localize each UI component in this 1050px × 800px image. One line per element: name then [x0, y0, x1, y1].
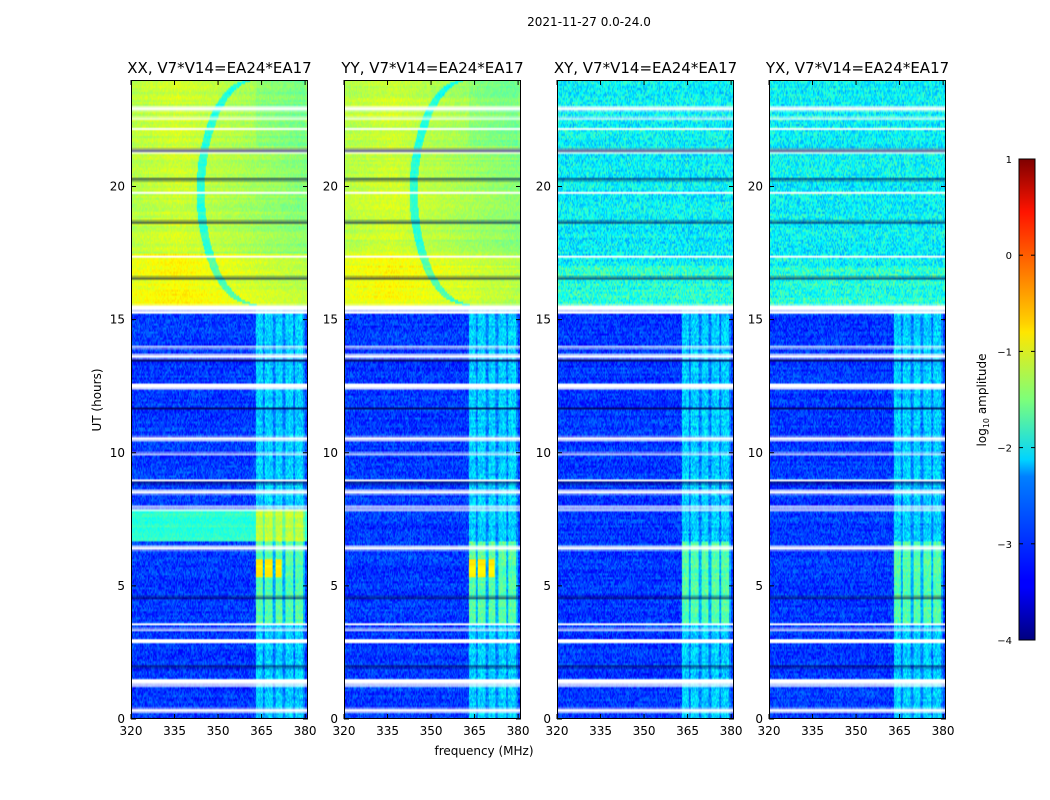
- y-tick-label: 0: [330, 712, 338, 726]
- heatmap-image-yy: [344, 80, 521, 719]
- x-tick-label: 365: [250, 724, 273, 738]
- colorbar-tick-label: −2: [997, 444, 1012, 455]
- x-tick-label: 380: [294, 724, 317, 738]
- panel-xx: XX, V7*V14=EA24*EA17 320 335 350 365 380 0 5 10 1…: [110, 59, 317, 738]
- x-tick-label: 350: [633, 724, 656, 738]
- panel-title: XY, V7*V14=EA24*EA17: [554, 59, 737, 77]
- plot-frame: [557, 80, 734, 719]
- colorbar-tick-label: −1: [997, 347, 1012, 358]
- heatmap-image-xy: [557, 80, 734, 719]
- panels: XX, V7*V14=EA24*EA17 320 335 350 365 380 0 5 10 1…: [110, 59, 955, 738]
- y-tick-label: 10: [110, 446, 125, 460]
- y-tick-label: 20: [748, 180, 763, 194]
- panel-title: XX, V7*V14=EA24*EA17: [127, 59, 311, 77]
- x-tick-label: 380: [507, 724, 530, 738]
- colorbar-tick-label: −4: [997, 636, 1012, 647]
- y-axis-label: UT (hours): [90, 368, 104, 431]
- x-tick-label: 365: [463, 724, 486, 738]
- y-tick-label: 10: [323, 446, 338, 460]
- x-tick-label: 335: [376, 724, 399, 738]
- x-tick-label: 365: [676, 724, 699, 738]
- y-tick-label: 0: [117, 712, 125, 726]
- figure-suptitle: 2021-11-27 0.0-24.0: [527, 15, 651, 29]
- y-tick-label: 20: [110, 180, 125, 194]
- y-tick-label: 15: [323, 313, 338, 327]
- y-tick-label: 15: [748, 313, 763, 327]
- colorbar-label: log10 amplitude: [975, 354, 991, 447]
- panel-yy: YY, V7*V14=EA24*EA17 320 335 350 365 380 0 5 10 1…: [323, 59, 530, 738]
- plot-frame: [769, 80, 946, 719]
- y-tick-label: 20: [536, 180, 551, 194]
- colorbar-ticks: 1 0 −1 −2 −3 −4: [997, 155, 1035, 647]
- heatmap-image-xx: [131, 80, 308, 719]
- panel-xy: XY, V7*V14=EA24*EA17 320 335 350 365 380 0 5 10 1…: [536, 59, 743, 738]
- y-tick-label: 0: [755, 712, 763, 726]
- x-tick-label: 350: [207, 724, 230, 738]
- x-tick-label: 380: [720, 724, 743, 738]
- y-tick-label: 5: [117, 579, 125, 593]
- x-tick-label: 365: [888, 724, 911, 738]
- x-tick-label: 350: [420, 724, 443, 738]
- y-tick-label: 20: [323, 180, 338, 194]
- x-tick-label: 335: [163, 724, 186, 738]
- x-tick-label: 335: [801, 724, 824, 738]
- colorbar-tick-label: 0: [1006, 251, 1012, 262]
- colorbar: 1 0 −1 −2 −3 −4 log10 amplitude: [975, 155, 1036, 647]
- panel-yx: YX, V7*V14=EA24*EA17 320 335 350 365 380 0 5 10 1…: [748, 59, 955, 738]
- y-tick-label: 15: [110, 313, 125, 327]
- heatmap-image-yx: [769, 80, 946, 719]
- y-tick-label: 10: [748, 446, 763, 460]
- x-axis-label: frequency (MHz): [434, 744, 533, 758]
- x-tick-label: 335: [589, 724, 612, 738]
- x-tick-label: 380: [932, 724, 955, 738]
- y-tick-label: 5: [543, 579, 551, 593]
- x-tick-label: 350: [845, 724, 868, 738]
- y-tick-label: 0: [543, 712, 551, 726]
- x-tick-label: 320: [333, 724, 356, 738]
- plot-frame: [344, 80, 521, 719]
- x-tick-label: 320: [546, 724, 569, 738]
- colorbar-tick-label: 1: [1006, 155, 1012, 166]
- y-tick-label: 15: [536, 313, 551, 327]
- panel-title: YX, V7*V14=EA24*EA17: [765, 59, 949, 77]
- y-tick-label: 10: [536, 446, 551, 460]
- y-tick-label: 5: [755, 579, 763, 593]
- x-tick-label: 320: [120, 724, 143, 738]
- colorbar-tick-label: −3: [997, 540, 1012, 551]
- plot-frame: [131, 80, 308, 719]
- x-tick-label: 320: [758, 724, 781, 738]
- colorbar-gradient: [1018, 158, 1036, 641]
- panel-title: YY, V7*V14=EA24*EA17: [340, 59, 523, 77]
- y-tick-label: 5: [330, 579, 338, 593]
